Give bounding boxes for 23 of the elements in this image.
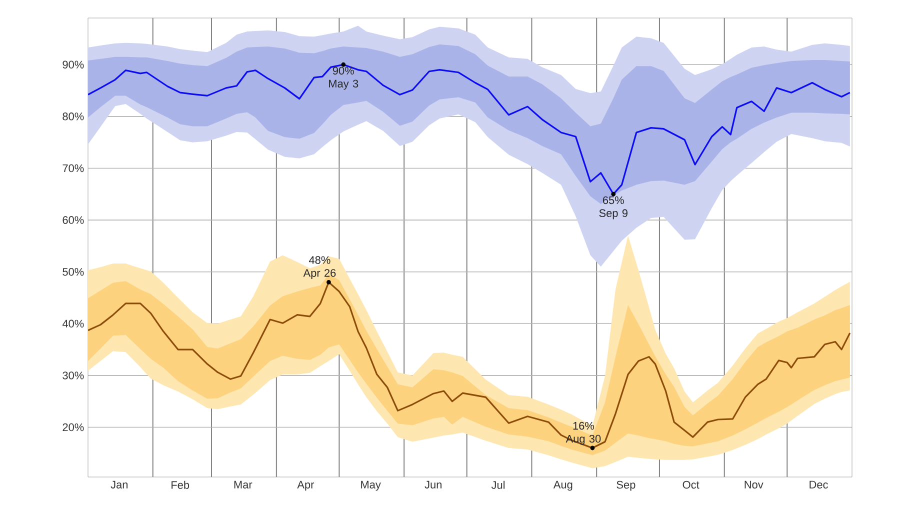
y-tick-label: 50% bbox=[62, 268, 84, 276]
x-tick-label: Apr bbox=[297, 480, 314, 491]
x-tick-label: Jul bbox=[491, 480, 505, 489]
y-tick-label: 40% bbox=[62, 320, 84, 328]
x-tick-label: Nov bbox=[744, 480, 764, 488]
y-tick-label: 70% bbox=[62, 164, 84, 172]
x-tick-label: Oct bbox=[682, 480, 700, 489]
x-tick-label: Sep bbox=[616, 480, 636, 491]
y-tick-label: 20% bbox=[62, 423, 84, 432]
y-tick-label: 90% bbox=[62, 60, 84, 68]
x-tick-label: Dec bbox=[810, 480, 828, 488]
x-tick-label: Aug bbox=[553, 480, 572, 491]
x-tick-label: Jan bbox=[110, 480, 128, 488]
annotation: 90% May 3 bbox=[329, 66, 358, 90]
y-tick-label: 60% bbox=[62, 216, 84, 224]
x-tick-label: May bbox=[361, 480, 381, 491]
x-tick-label: Feb bbox=[172, 480, 190, 489]
y-tick-label: 30% bbox=[62, 372, 84, 380]
annotation: 65% Sep 9 bbox=[599, 196, 628, 220]
annotation: 48% Apr 26 bbox=[303, 256, 336, 280]
x-tick-label: Jun bbox=[424, 480, 442, 488]
y-tick-label: 80% bbox=[62, 112, 84, 120]
x-tick-label: Mar bbox=[234, 480, 252, 488]
